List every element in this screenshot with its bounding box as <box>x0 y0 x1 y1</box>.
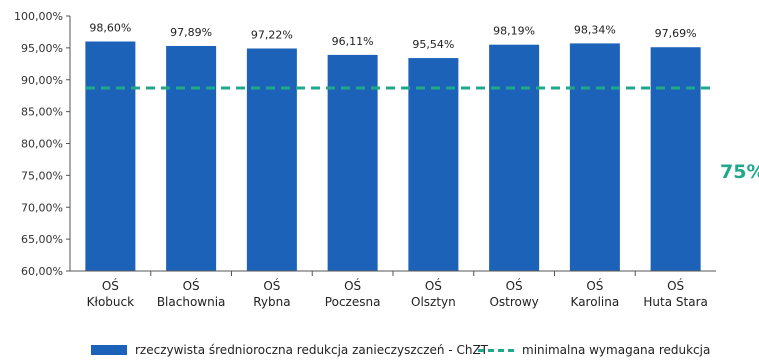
y-axis: 60,00% 65,00% 70,00% 75,00% 80,00% 85,00% 90,0… <box>14 10 71 278</box>
legend-swatch-bars <box>91 345 127 355</box>
bar <box>246 48 297 272</box>
legend-item-line: minimalna wymagana redukcja <box>478 343 710 357</box>
y-tick-label: 75,00% <box>21 169 63 182</box>
legend-item-bars: rzeczywista średnioroczna redukcja zanie… <box>91 343 488 357</box>
bar <box>327 54 378 272</box>
y-tick-label: 60,00% <box>21 265 63 278</box>
y-tick-label: 65,00% <box>21 233 63 246</box>
bar-data-label: 98,19% <box>493 25 535 38</box>
y-tick-label: 100,00% <box>14 10 63 23</box>
x-category-label: OŚ <box>586 278 603 293</box>
bar <box>569 43 620 271</box>
bar-data-label: 97,89% <box>170 26 212 39</box>
data-labels: 98,60% 97,89% 97,22% 96,11% 95,54% 98,19% 98,3… <box>89 22 696 52</box>
bars <box>85 41 701 272</box>
bar <box>166 45 217 272</box>
x-category-label: OŚ <box>667 278 684 293</box>
bar-data-label: 97,69% <box>655 27 697 40</box>
bar-data-label: 98,60% <box>89 22 131 35</box>
x-category-label: OŚ <box>425 278 442 293</box>
y-tick-label: 90,00% <box>21 74 63 87</box>
bar-chart: 60,00% 65,00% 70,00% 75,00% 80,00% 85,00% 90,0… <box>14 10 716 309</box>
legend-label-line: minimalna wymagana redukcja <box>522 343 711 357</box>
y-tick-label: 80,00% <box>21 138 63 151</box>
x-category-label: OŚ <box>263 278 280 293</box>
y-tick-label: 70,00% <box>21 201 63 214</box>
legend-swatch-line <box>478 348 514 352</box>
bar-data-label: 95,54% <box>412 38 454 51</box>
y-tick-label: 85,00% <box>21 106 63 119</box>
x-category-label: Karolina <box>571 295 620 309</box>
x-category-label: Poczesna <box>325 295 381 309</box>
x-category-label: Blachownia <box>157 295 226 309</box>
reference-annotation: 75% <box>720 161 759 183</box>
x-category-label: Rybna <box>253 295 290 309</box>
bar <box>408 58 459 272</box>
bar-data-label: 96,11% <box>332 35 374 48</box>
legend-label-bars: rzeczywista średnioroczna redukcja zanie… <box>135 343 488 357</box>
x-category-label: OŚ <box>506 278 523 293</box>
x-category-label: OŚ <box>102 278 119 293</box>
bar <box>489 44 540 271</box>
x-category-label: Huta Stara <box>643 295 707 309</box>
bar <box>85 41 136 271</box>
y-tick-label: 95,00% <box>21 42 63 55</box>
x-category-label: Ostrowy <box>489 295 538 309</box>
bar-data-label: 98,34% <box>574 23 616 36</box>
x-category-label: Kłobuck <box>87 295 134 309</box>
x-category-label: OŚ <box>344 278 361 293</box>
x-axis: OŚ Kłobuck OŚ Blachownia OŚ Rybna OŚ Poczesna OŚ… <box>70 270 716 309</box>
bar-data-label: 97,22% <box>251 29 293 42</box>
bar <box>650 47 701 271</box>
x-category-label: OŚ <box>183 278 200 293</box>
x-category-label: Olsztyn <box>411 295 456 309</box>
legend: rzeczywista średnioroczna redukcja zanie… <box>0 343 759 361</box>
